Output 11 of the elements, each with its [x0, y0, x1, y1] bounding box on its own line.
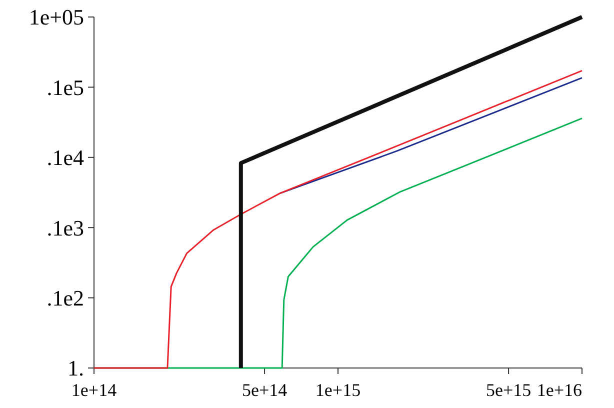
x-tick-label: 1e+14 — [71, 380, 117, 400]
y-tick-label: .1e2 — [46, 286, 84, 310]
y-tick-label: .1e4 — [46, 145, 84, 170]
y-tick-label: .1e5 — [46, 74, 84, 100]
y-tick-label: 1. — [68, 356, 84, 381]
x-tick-label: 5e+15 — [486, 380, 532, 400]
x-tick-label: 5e+14 — [242, 380, 288, 400]
x-tick-label: 1e+15 — [315, 380, 361, 400]
x-tick-label: 1e+16 — [536, 380, 582, 400]
y-tick-label: .1e3 — [46, 215, 84, 240]
y-tick-label: 1e+05 — [28, 4, 84, 30]
